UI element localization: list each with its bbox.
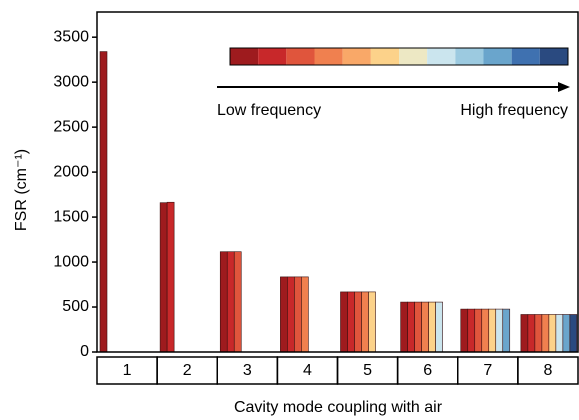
- bar: [368, 291, 376, 353]
- bar: [347, 291, 355, 353]
- y-tick-label: 3500: [53, 28, 89, 45]
- y-tick-label: 3000: [53, 73, 89, 90]
- bar: [159, 202, 168, 353]
- bar: [99, 51, 108, 353]
- bar: [541, 314, 550, 353]
- colorbar-cell: [539, 48, 568, 65]
- y-tick-label: 500: [62, 298, 89, 315]
- bar: [534, 314, 543, 353]
- bar: [166, 201, 175, 353]
- bar: [414, 301, 422, 353]
- bar: [460, 308, 469, 353]
- x-tick-label: 5: [363, 362, 372, 379]
- bar: [520, 314, 529, 353]
- bar: [301, 276, 309, 353]
- bar: [569, 314, 578, 353]
- bar: [407, 301, 415, 353]
- colorbar-cell: [286, 48, 315, 65]
- bar: [527, 314, 536, 353]
- bar: [488, 308, 497, 353]
- colorbar-high-label: High frequency: [460, 102, 568, 119]
- bar: [361, 291, 369, 353]
- colorbar-cell: [427, 48, 456, 65]
- y-tick-label: 0: [80, 343, 89, 360]
- bar: [287, 276, 295, 353]
- bar: [562, 314, 571, 353]
- bar: [467, 308, 476, 353]
- colorbar-cell: [483, 48, 512, 65]
- bar: [548, 314, 557, 353]
- x-tick-label: 8: [543, 362, 552, 379]
- bar: [233, 251, 242, 353]
- bar: [421, 301, 429, 353]
- colorbar-cell: [314, 48, 343, 65]
- plot-frame: [96, 11, 579, 353]
- bar: [428, 301, 436, 353]
- bar: [294, 276, 302, 353]
- bar: [340, 291, 348, 353]
- x-tick-label: 1: [123, 362, 132, 379]
- x-tick-label: 7: [483, 362, 492, 379]
- colorbar-cell: [342, 48, 371, 65]
- x-tick-label: 3: [243, 362, 252, 379]
- colorbar-frame: [229, 47, 569, 66]
- y-tick-label: 2500: [53, 118, 89, 135]
- bar: [226, 251, 235, 353]
- colorbar-cell: [455, 48, 484, 65]
- bar: [495, 308, 504, 353]
- bar: [354, 291, 362, 353]
- bar: [555, 314, 564, 353]
- y-tick-label: 2000: [53, 163, 89, 180]
- colorbar-low-label: Low frequency: [217, 102, 321, 119]
- y-tick-label: 1000: [53, 253, 89, 270]
- bar: [400, 301, 408, 353]
- arrow-head: [558, 82, 570, 92]
- y-tick-label: 1500: [53, 208, 89, 225]
- bar: [502, 308, 511, 353]
- x-tick-label: 4: [303, 362, 312, 379]
- colorbar-cell: [230, 48, 259, 65]
- colorbar-cell: [258, 48, 287, 65]
- x-axis-label: Cavity mode coupling with air: [234, 399, 443, 416]
- y-axis-label: FSR (cm⁻¹): [13, 149, 30, 231]
- bar: [474, 308, 483, 353]
- bar: [435, 301, 443, 353]
- colorbar-cell: [399, 48, 428, 65]
- bar: [219, 251, 228, 353]
- colorbar-cell: [511, 48, 540, 65]
- bar: [481, 308, 490, 353]
- colorbar-cell: [370, 48, 399, 65]
- x-tick-label: 6: [423, 362, 432, 379]
- category-box: [517, 356, 579, 385]
- x-tick-label: 2: [183, 362, 192, 379]
- bar: [280, 276, 288, 353]
